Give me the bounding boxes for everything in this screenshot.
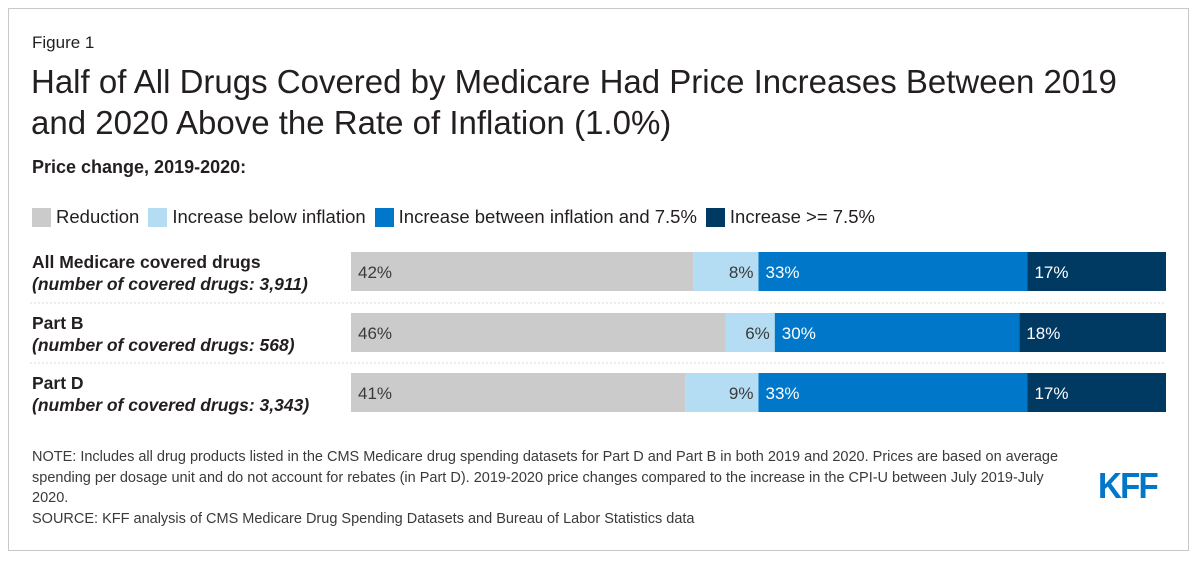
legend-swatch-below-inflation — [148, 207, 168, 227]
bar-segment — [1027, 252, 1166, 291]
legend-item-below-inflation: Increase below inflation — [148, 206, 366, 228]
legend-swatch-reduction — [32, 207, 51, 227]
category-sublabel: (number of covered drugs: 568) — [32, 335, 295, 355]
data-label: 41% — [358, 384, 392, 403]
bar-segment — [725, 313, 775, 352]
figure-label: Figure 1 — [32, 33, 95, 52]
legend-swatch-between-inflation — [374, 207, 394, 227]
chart-subtitle: Price change, 2019-2020: — [32, 157, 247, 177]
bar-segment — [351, 373, 686, 412]
data-label: 17% — [1034, 263, 1068, 282]
data-label: 17% — [1034, 384, 1068, 403]
data-label: 6% — [745, 324, 770, 343]
data-label: 30% — [782, 324, 816, 343]
data-label: 33% — [766, 263, 800, 282]
legend-item-between-inflation: Increase between inflation and 7.5% — [374, 206, 697, 228]
chart-note: NOTE: Includes all drug products listed … — [32, 449, 1059, 506]
data-label: 42% — [358, 263, 392, 282]
data-label: 8% — [729, 263, 754, 282]
bar-segment — [685, 373, 759, 412]
category-label: Part D — [32, 373, 84, 393]
category-label: Part B — [32, 313, 84, 333]
legend-swatch-above-7-5 — [705, 207, 725, 227]
legend-label-between-inflation: Increase between inflation and 7.5% — [398, 206, 697, 227]
kff-logo: KFF — [1098, 465, 1159, 506]
chart-title: Half of All Drugs Covered by Medicare Ha… — [31, 63, 1117, 141]
legend-item-above-7-5: Increase >= 7.5% — [705, 206, 875, 228]
bar-segment — [758, 373, 1028, 412]
legend-item-reduction: Reduction — [32, 206, 139, 228]
bar-segment — [351, 313, 726, 352]
category-sublabel: (number of covered drugs: 3,911) — [32, 274, 308, 294]
data-label: 46% — [358, 324, 392, 343]
bar-segment — [1027, 373, 1166, 412]
chart-source: SOURCE: KFF analysis of CMS Medicare Dru… — [32, 511, 695, 527]
category-sublabel: (number of covered drugs: 3,343) — [32, 395, 309, 415]
bar-segment — [774, 313, 1020, 352]
bar-segment — [758, 252, 1028, 291]
figure-frame — [8, 8, 1189, 551]
data-label: 9% — [729, 384, 754, 403]
bar-segment — [693, 252, 759, 291]
legend: Reduction Increase below inflation Incre… — [32, 205, 884, 229]
data-label: 18% — [1026, 324, 1060, 343]
legend-label-reduction: Reduction — [56, 206, 140, 227]
category-label: All Medicare covered drugs — [32, 252, 261, 272]
bar-segment — [351, 252, 694, 291]
bar-segment — [1019, 313, 1166, 352]
legend-label-below-inflation: Increase below inflation — [172, 206, 366, 227]
data-label: 33% — [766, 384, 800, 403]
legend-label-above-7-5: Increase >= 7.5% — [729, 206, 875, 227]
